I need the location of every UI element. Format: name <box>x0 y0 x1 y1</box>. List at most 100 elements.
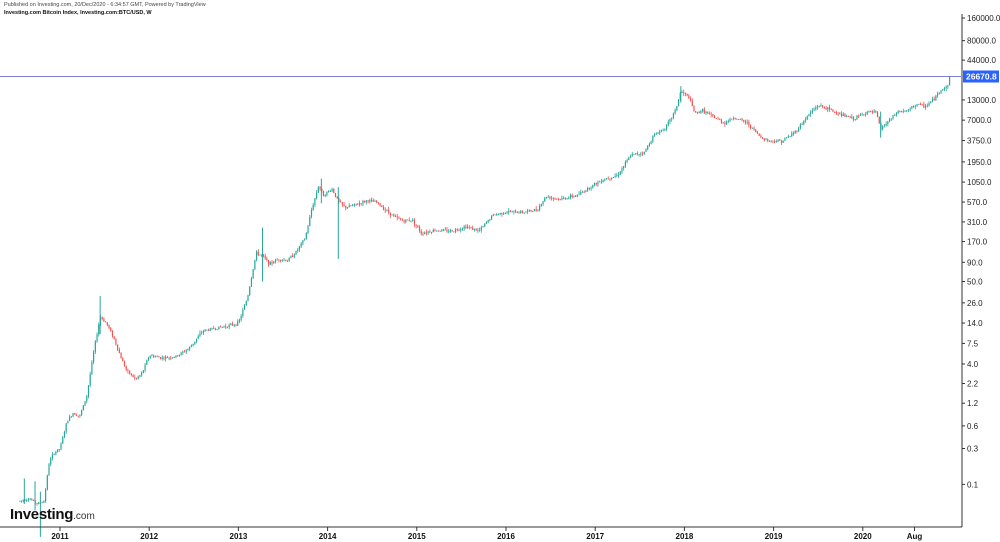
candle-body <box>365 200 367 203</box>
candle-body <box>942 89 944 91</box>
candle-body <box>849 116 851 118</box>
candle-body <box>523 212 525 214</box>
investing-logo: Investing.com <box>10 506 95 524</box>
candle-body <box>370 199 373 201</box>
candle-body <box>376 201 378 203</box>
candle-body <box>782 140 784 143</box>
candle-body <box>132 374 134 378</box>
candle-body <box>151 355 153 357</box>
candle-body <box>602 180 604 183</box>
candle-body <box>640 153 642 155</box>
candle-body <box>502 213 505 215</box>
candle-body <box>417 225 419 228</box>
candle-body <box>799 124 801 129</box>
candle-body <box>629 156 632 158</box>
last-price-label: 26670.8 <box>966 71 997 81</box>
candle-body <box>597 181 599 185</box>
candle-body <box>319 187 321 189</box>
candle-body <box>394 215 397 217</box>
candle-body <box>787 136 789 138</box>
candle-body <box>43 501 45 503</box>
candle-body <box>681 92 683 93</box>
candle-body <box>207 329 210 331</box>
candle-body <box>393 214 395 216</box>
last-price-badge <box>963 70 999 83</box>
candle-body <box>286 261 289 262</box>
candle-body <box>190 345 192 348</box>
candle-body <box>679 92 681 100</box>
candle-body <box>801 124 803 125</box>
candle-body <box>105 321 107 323</box>
candle-body <box>544 197 546 202</box>
candle-body <box>573 196 575 198</box>
candle-body <box>621 168 623 172</box>
candle-body <box>593 182 596 185</box>
candle-body <box>125 366 127 370</box>
candle-body <box>804 119 807 121</box>
candle-body <box>348 205 350 208</box>
candle-body <box>441 229 443 232</box>
candle-body <box>638 154 640 156</box>
candle-body <box>163 357 165 359</box>
candle-body <box>921 104 923 105</box>
candle-body <box>897 111 899 114</box>
candle-body <box>219 326 222 328</box>
candle-body <box>525 211 527 213</box>
candle-body <box>487 220 489 223</box>
candle-body <box>882 126 884 130</box>
candle-body <box>41 502 43 504</box>
candle-body <box>454 229 457 232</box>
y-tick-label: 3750.0 <box>967 137 992 146</box>
candle-body <box>360 203 362 205</box>
candle-body <box>859 114 861 116</box>
candle-body <box>75 414 78 416</box>
candle-body <box>252 269 254 279</box>
candle-body <box>183 351 186 353</box>
candle-body <box>755 129 757 133</box>
candle-body <box>693 106 695 112</box>
candle-body <box>36 502 38 504</box>
candle-body <box>820 105 822 107</box>
candle-body <box>545 197 548 198</box>
candle-body <box>295 250 297 255</box>
candle-body <box>58 449 60 450</box>
candle-body <box>65 423 67 432</box>
candle-body <box>677 99 680 107</box>
candle-body <box>779 139 781 141</box>
y-tick-label: 14.0 <box>967 319 983 328</box>
candle-body <box>895 113 898 116</box>
candle-body <box>238 319 241 322</box>
candle-body <box>69 416 71 421</box>
candle-body <box>24 500 26 502</box>
y-tick-label: 1050.0 <box>967 178 992 187</box>
candle-body <box>159 357 162 359</box>
candle-body <box>906 110 908 112</box>
candle-body <box>478 229 481 231</box>
candle-body <box>497 214 500 215</box>
candle-body <box>650 141 652 144</box>
candle-body <box>182 351 184 353</box>
candle-body <box>652 135 654 142</box>
candle-body <box>535 209 537 211</box>
candle-body <box>477 229 479 231</box>
candle-body <box>346 207 349 209</box>
candle-body <box>209 328 211 331</box>
candle-body <box>156 356 158 358</box>
candle-body <box>811 110 813 113</box>
candle-body <box>595 182 597 185</box>
candle-body <box>791 133 793 137</box>
candle-body <box>710 113 712 115</box>
candle-body <box>213 328 215 329</box>
candle-body <box>267 260 270 265</box>
candle-body <box>537 210 539 212</box>
candle-body <box>792 133 795 135</box>
candle-body <box>240 315 242 320</box>
x-tick-label: 2012 <box>140 532 158 541</box>
candle-body <box>683 92 685 93</box>
candle-body <box>827 107 829 110</box>
candle-body <box>842 114 844 116</box>
y-tick-label: 0.6 <box>967 422 979 431</box>
candle-body <box>187 348 189 351</box>
candle-body <box>389 212 391 216</box>
